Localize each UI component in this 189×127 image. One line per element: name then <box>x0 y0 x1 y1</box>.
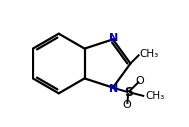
Text: N: N <box>109 84 118 94</box>
Text: CH₃: CH₃ <box>140 49 159 59</box>
Text: CH₃: CH₃ <box>145 91 164 101</box>
Text: S: S <box>124 86 133 99</box>
Text: O: O <box>123 100 132 110</box>
Text: O: O <box>135 76 144 86</box>
Text: N: N <box>109 33 118 43</box>
